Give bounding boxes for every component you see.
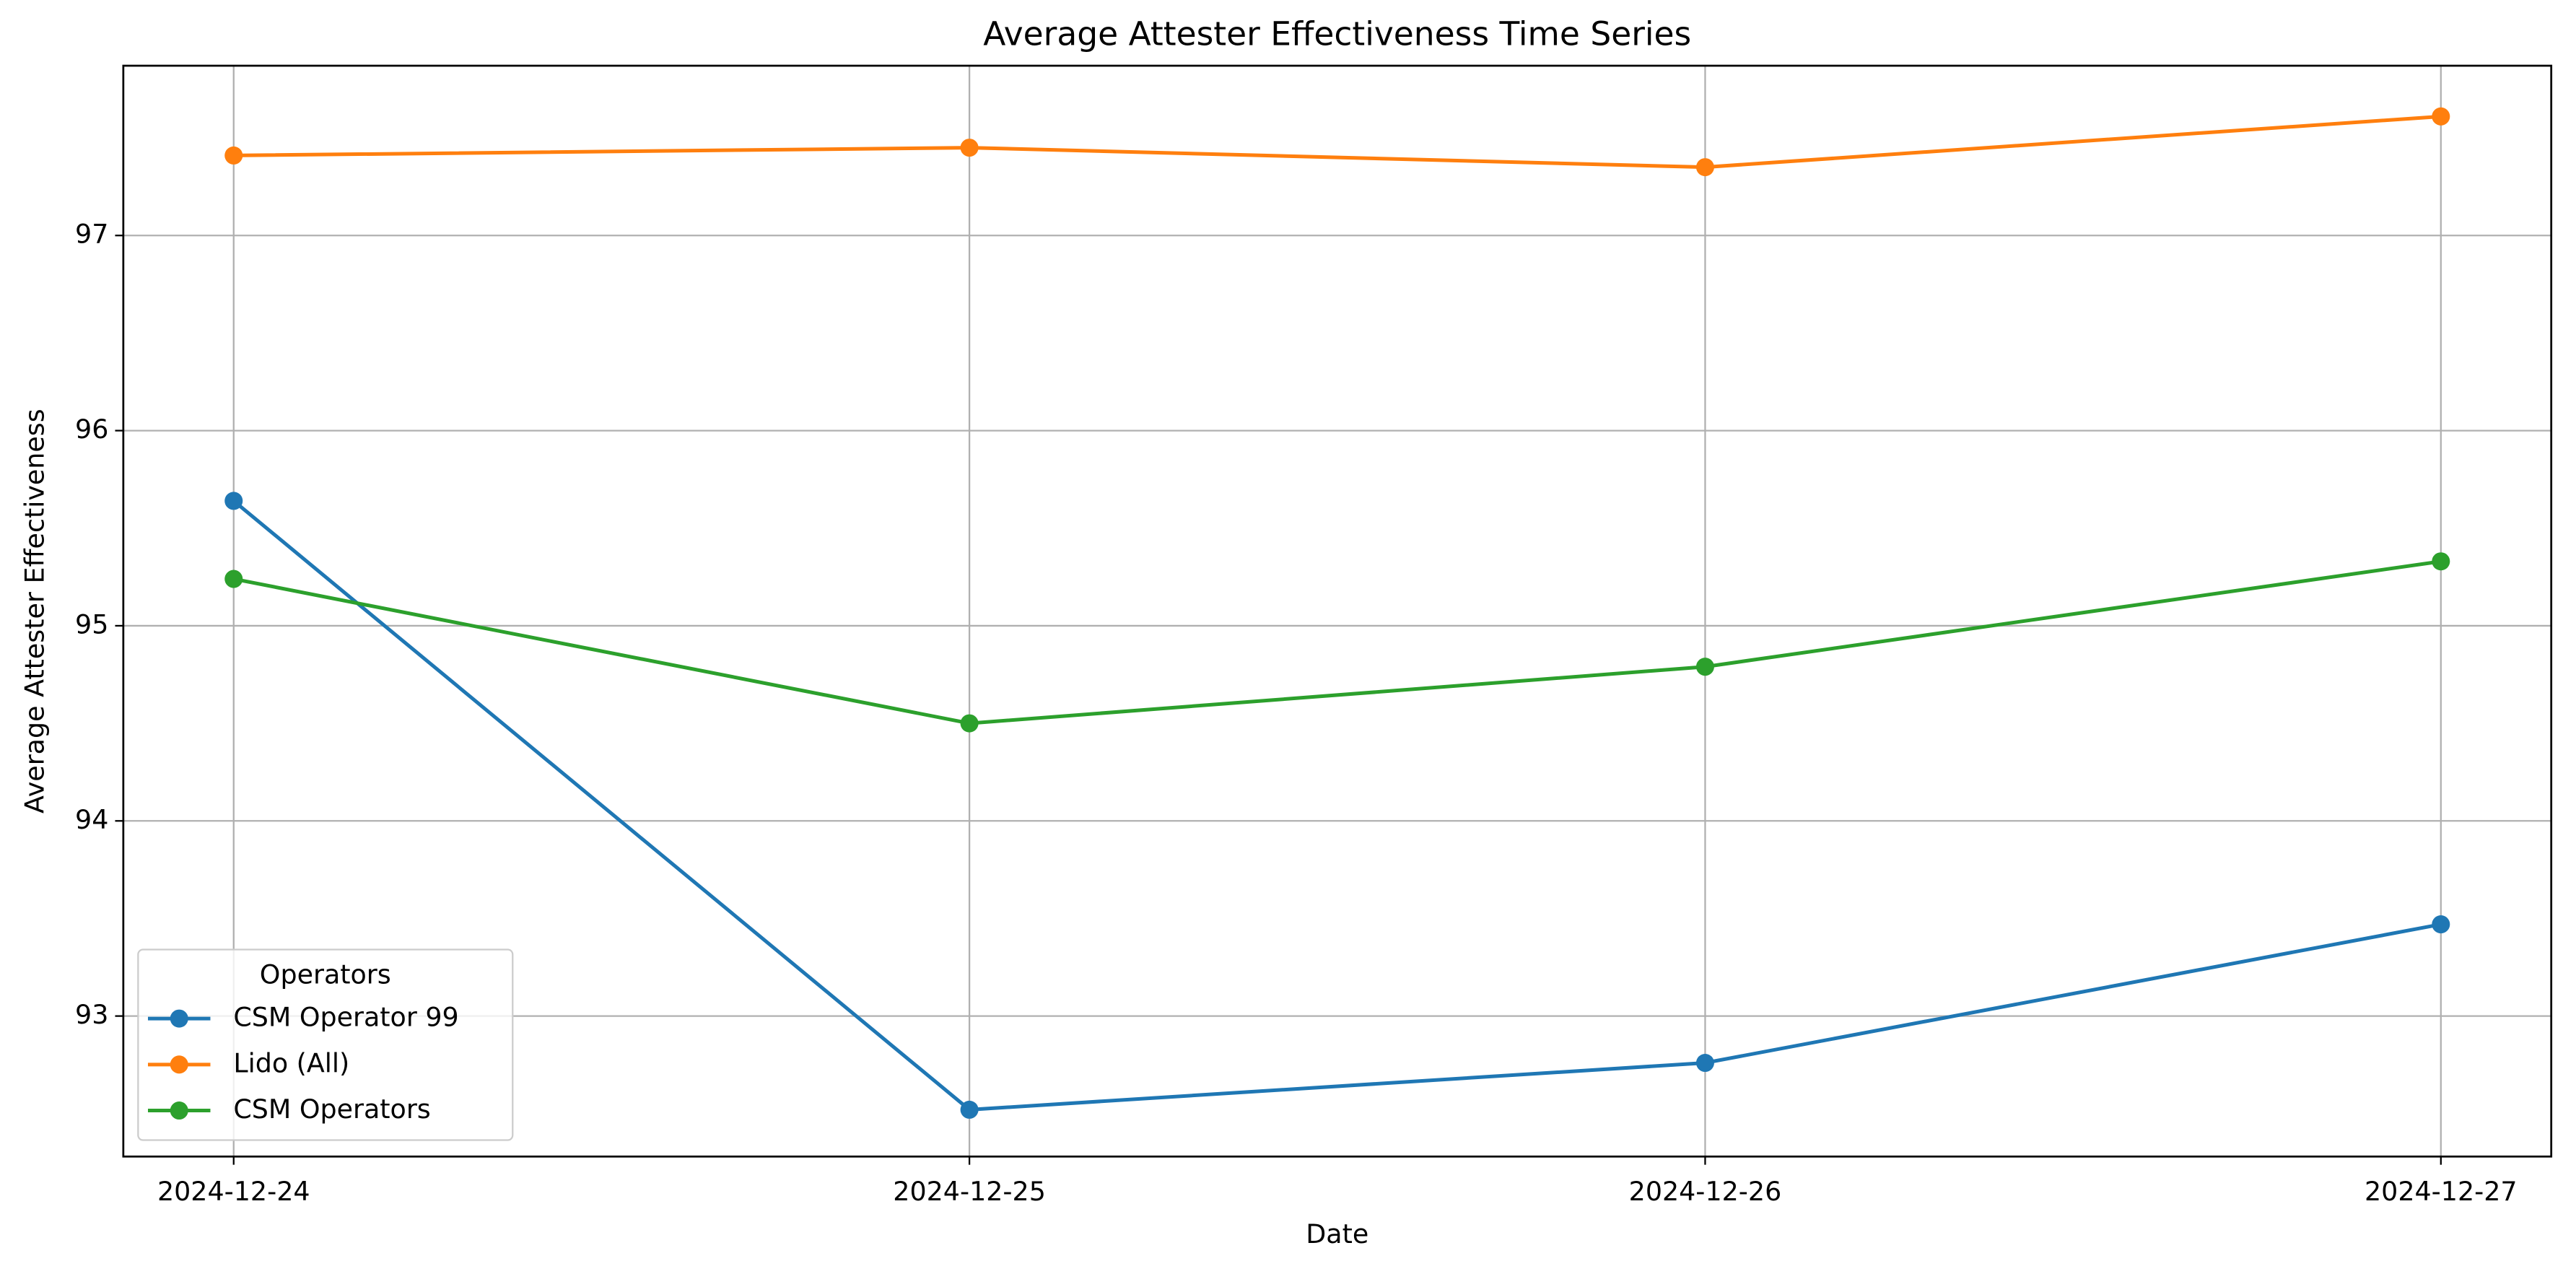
- x-tick-label: 2024-12-24: [157, 1176, 310, 1207]
- legend-label: CSM Operator 99: [233, 1002, 458, 1033]
- legend-title: Operators: [260, 959, 391, 990]
- data-point: [1695, 658, 1714, 676]
- y-axis-label: Average Attester Effectiveness: [19, 409, 51, 813]
- data-point: [960, 139, 979, 157]
- legend-label: Lido (All): [233, 1047, 349, 1078]
- x-tick-label: 2024-12-27: [2365, 1176, 2518, 1207]
- y-tick-label: 97: [75, 219, 108, 250]
- series-line: [233, 559, 2442, 725]
- x-tick-label: 2024-12-25: [893, 1176, 1046, 1207]
- legend-box: [137, 948, 514, 1141]
- legend-marker: [170, 1101, 188, 1120]
- data-point: [2432, 107, 2450, 126]
- y-tick-label: 93: [75, 999, 108, 1030]
- y-tick-label: 96: [75, 414, 108, 445]
- data-point: [960, 714, 979, 733]
- data-point: [2432, 915, 2450, 934]
- data-point: [960, 1100, 979, 1119]
- y-tick-label: 94: [75, 804, 108, 835]
- y-tick-label: 95: [75, 608, 108, 640]
- data-point: [2432, 552, 2450, 571]
- legend-label: CSM Operators: [233, 1094, 430, 1125]
- series-line: [233, 114, 2441, 170]
- data-point: [1695, 158, 1714, 177]
- x-tick-label: 2024-12-26: [1629, 1176, 1782, 1207]
- x-axis-label: Date: [1306, 1218, 1368, 1249]
- series-line: [232, 499, 2442, 1112]
- data-point: [1695, 1053, 1714, 1073]
- legend-marker: [170, 1009, 188, 1028]
- data-point: [224, 570, 243, 588]
- data-point: [224, 492, 243, 510]
- legend-marker: [170, 1055, 188, 1074]
- legend: Operators CSM Operator 99 Lido (All) CSM Op…: [137, 948, 514, 1141]
- chart-title: Average Attester Effectiveness Time Seri…: [983, 15, 1691, 53]
- data-point: [224, 146, 243, 165]
- plot-frame: [122, 64, 2553, 1158]
